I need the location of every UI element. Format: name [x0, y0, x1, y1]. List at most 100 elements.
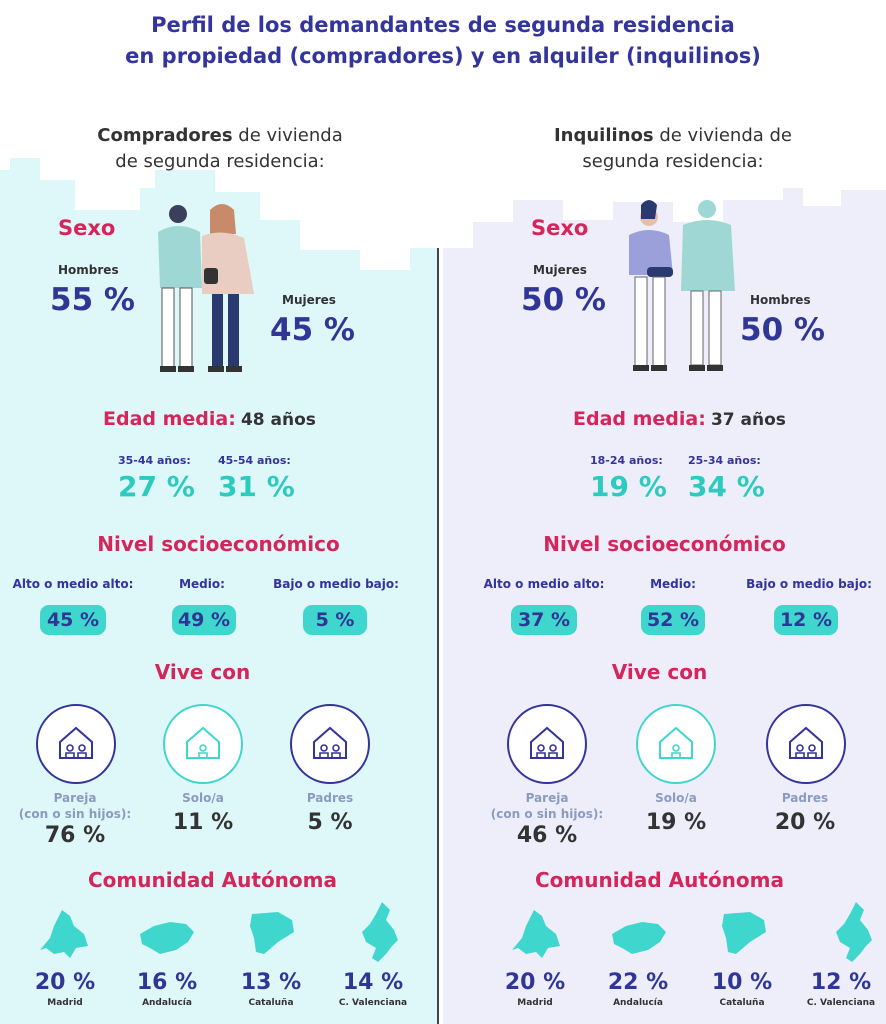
comunidad-label-2: Andalucía — [613, 998, 663, 1008]
comunidad-label-4: C. Valenciana — [806, 998, 876, 1008]
vive-label-1-line-1: Pareja — [525, 791, 569, 805]
edad-row: Edad media: 37 años — [573, 408, 786, 430]
sexo-a-value: 50 % — [521, 282, 606, 318]
heading-rest: de vivienda — [232, 125, 343, 146]
sexo-b-value: 50 % — [740, 312, 825, 348]
edad-row: Edad media: 48 años — [103, 408, 316, 430]
nivel-value-2: 49 % — [172, 605, 236, 635]
vive-label-3: Padres — [781, 791, 829, 805]
vive-label-1: Pareja (con o sin hijos): — [0, 790, 150, 822]
panel-divider — [437, 248, 439, 1024]
house-single-icon — [659, 726, 693, 759]
vive-circle-2 — [163, 704, 243, 784]
heading-rest: de vivienda de — [653, 125, 793, 146]
edad-group-1-label: 18-24 años: — [590, 454, 663, 467]
house-single-icon — [186, 726, 220, 759]
sexo-title: Sexo — [531, 216, 589, 240]
nivel-value-1: 37 % — [511, 605, 577, 635]
sexo-b-value: 45 % — [270, 312, 355, 348]
edad-value: 48 años — [240, 410, 316, 430]
vive-label-3: Padres — [306, 791, 354, 805]
vive-circle-1 — [36, 704, 116, 784]
comunidad-value-1: 20 % — [34, 970, 96, 995]
comunidad-label-4: C. Valenciana — [338, 998, 408, 1008]
vive-title: Vive con — [611, 660, 708, 684]
vive-circle-3 — [766, 704, 846, 784]
vive-value-3: 20 % — [774, 810, 836, 835]
edad-title: Edad media: — [103, 408, 236, 430]
heading-line-2: segunda residencia: — [582, 151, 764, 172]
vive-value-1: 46 % — [516, 823, 578, 848]
page-title: Perfil de los demandantes de segunda res… — [0, 10, 886, 72]
heading-bold: Inquilinos — [553, 125, 654, 146]
inquilinos-heading: Inquilinos de vivienda de segunda reside… — [493, 123, 853, 175]
edad-group-2-label: 25-34 años: — [688, 454, 761, 467]
edad-group-1-label: 35-44 años: — [118, 454, 191, 467]
comunidad-label-1: Madrid — [47, 998, 83, 1008]
comunidad-value-3: 10 % — [711, 970, 773, 995]
edad-group-1-value: 19 % — [590, 470, 667, 503]
edad-value: 37 años — [710, 410, 786, 430]
vive-label-2: Solo/a — [655, 791, 697, 805]
left-skyline-background — [0, 158, 437, 1024]
vive-title: Vive con — [154, 660, 251, 684]
vive-value-2: 11 % — [172, 810, 234, 835]
comunidad-value-3: 13 % — [240, 970, 302, 995]
vive-value-3: 5 % — [307, 810, 353, 835]
nivel-value-3: 12 % — [774, 605, 838, 635]
nivel-value-3: 5 % — [303, 605, 367, 635]
heading-bold: Compradores — [97, 125, 233, 146]
cataluna-map-icon — [722, 912, 766, 954]
nivel-title: Nivel socioeconómico — [97, 532, 340, 556]
vive-circle-2 — [636, 704, 716, 784]
edad-group-1-value: 27 % — [118, 470, 195, 503]
vive-label-1-line-2: (con o sin hijos): — [18, 807, 132, 821]
comunidad-title: Comunidad Autónoma — [534, 868, 784, 892]
house-couple-icon — [59, 726, 93, 759]
madrid-map-icon — [512, 910, 560, 958]
comunidad-value-1: 20 % — [504, 970, 566, 995]
nivel-label-3: Bajo o medio bajo: — [273, 577, 399, 591]
valenciana-map-icon — [362, 902, 398, 962]
vive-value-2: 19 % — [645, 810, 707, 835]
vive-circle-1 — [507, 704, 587, 784]
comunidad-value-2: 22 % — [607, 970, 669, 995]
edad-title: Edad media: — [573, 408, 706, 430]
valenciana-map-icon — [836, 902, 872, 962]
title-line-1: Perfil de los demandantes de segunda res… — [151, 13, 735, 37]
house-couple-icon — [530, 726, 564, 759]
sexo-a-value: 55 % — [50, 282, 135, 318]
sexo-a-label: Mujeres — [533, 263, 587, 277]
vive-label-2: Solo/a — [182, 791, 224, 805]
andalucia-map-icon — [612, 922, 666, 954]
couple-illustration-icon — [629, 200, 735, 371]
vive-circle-3 — [290, 704, 370, 784]
nivel-label-2: Medio: — [650, 577, 696, 591]
vive-label-1-line-1: Pareja — [53, 791, 97, 805]
nivel-value-1: 45 % — [40, 605, 106, 635]
sexo-b-label: Mujeres — [282, 293, 336, 307]
comunidad-label-2: Andalucía — [142, 998, 192, 1008]
edad-group-2-label: 45-54 años: — [218, 454, 291, 467]
compradores-heading: Compradores de vivienda de segunda resid… — [40, 123, 400, 175]
comunidad-title: Comunidad Autónoma — [87, 868, 337, 892]
couple-illustration-icon — [158, 204, 254, 372]
edad-group-2-value: 34 % — [688, 470, 765, 503]
inquilinos-panel: Inquilinos de vivienda de segunda reside… — [443, 110, 886, 1024]
comunidad-label-3: Cataluña — [719, 998, 765, 1008]
nivel-label-1: Alto o medio alto: — [483, 577, 605, 591]
heading-line-2: de segunda residencia: — [115, 151, 325, 172]
sexo-title: Sexo — [58, 216, 116, 240]
house-parents-icon — [789, 726, 823, 759]
nivel-label-1: Alto o medio alto: — [12, 577, 134, 591]
madrid-map-icon — [40, 910, 88, 958]
vive-label-1-line-2: (con o sin hijos): — [490, 807, 604, 821]
nivel-label-3: Bajo o medio bajo: — [746, 577, 872, 591]
nivel-title: Nivel socioeconómico — [543, 532, 786, 556]
vive-value-1: 76 % — [44, 823, 106, 848]
vive-label-1: Pareja (con o sin hijos): — [472, 790, 622, 822]
comunidad-label-1: Madrid — [517, 998, 553, 1008]
nivel-label-2: Medio: — [179, 577, 225, 591]
compradores-panel: Compradores de vivienda de segunda resid… — [0, 110, 443, 1024]
comunidad-value-4: 12 % — [810, 970, 872, 995]
